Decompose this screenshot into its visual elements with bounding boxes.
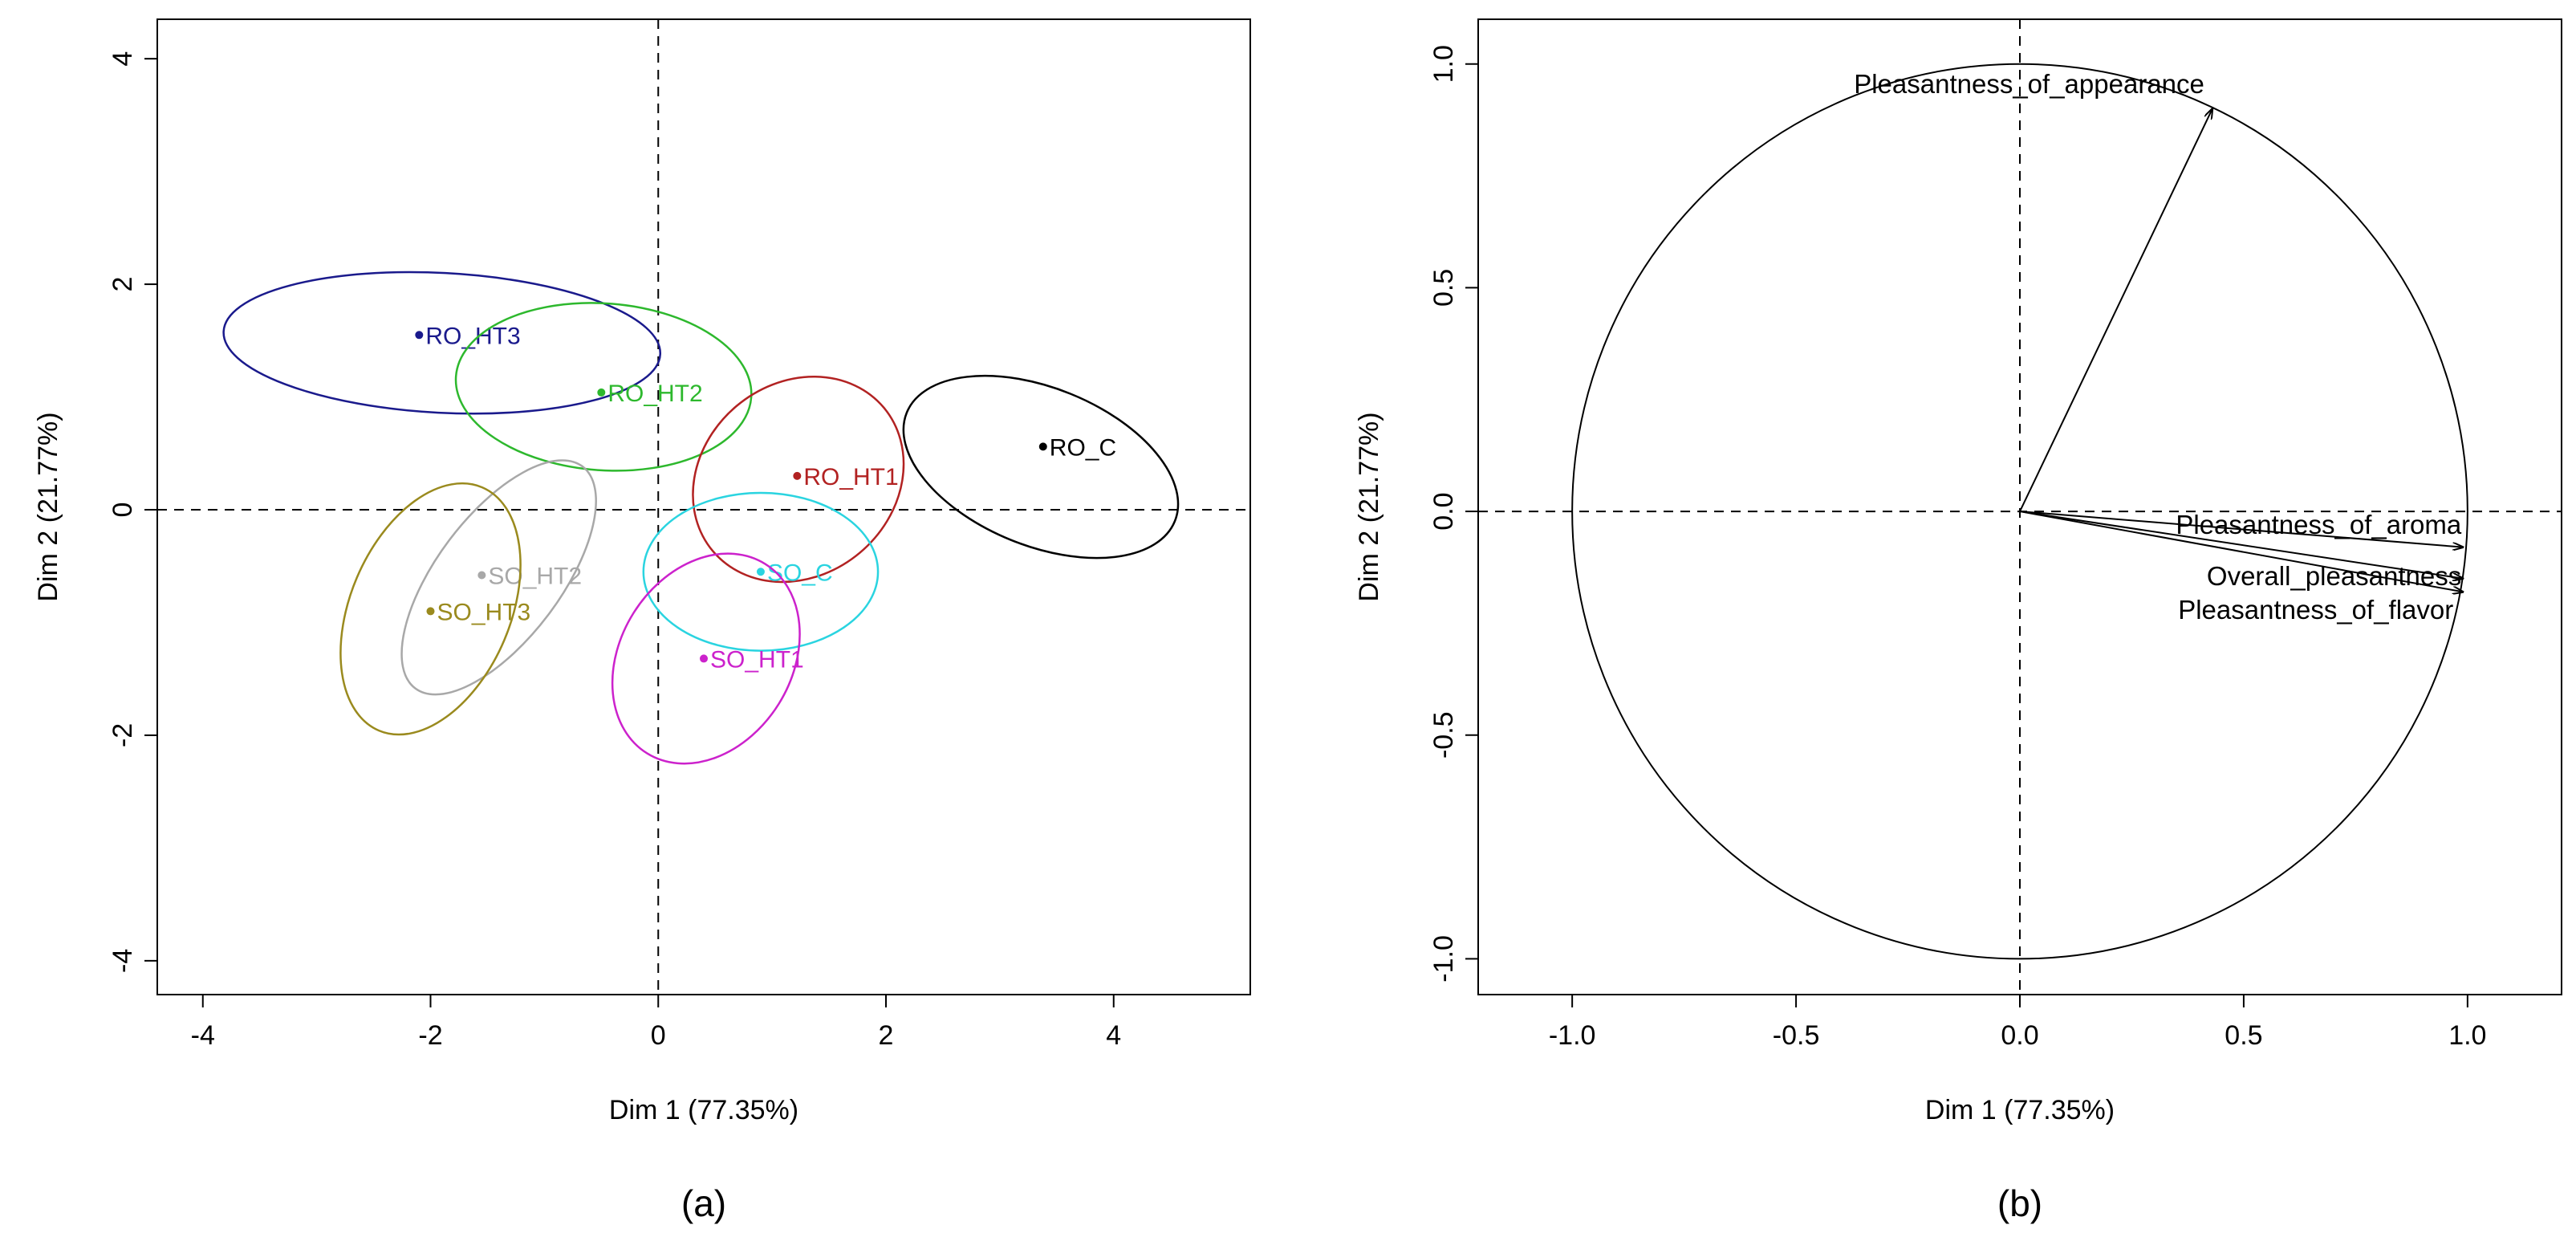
- point-label-ro-ht1: RO_HT1: [803, 464, 898, 490]
- y-tick-label: -0.5: [1428, 711, 1459, 759]
- confidence-ellipse-so-ht2: [400, 459, 597, 696]
- y-axis-label: Dim 2 (21.77%): [33, 412, 63, 601]
- point-label-so-ht3: SO_HT3: [437, 599, 531, 625]
- x-tick-label: -4: [191, 1020, 215, 1051]
- point-so-ht3: [426, 607, 435, 616]
- y-tick-label: 4: [108, 51, 138, 67]
- point-label-ro-ht2: RO_HT2: [607, 380, 702, 407]
- x-axis-label: Dim 1 (77.35%): [1925, 1095, 2115, 1125]
- vector-arrow-pleasantness-of-aroma: [2019, 511, 2463, 547]
- x-tick-label: 1.0: [2448, 1020, 2486, 1051]
- vector-label-pleasantness-of-aroma: Pleasantness_of_aroma: [2176, 510, 2462, 539]
- x-tick-label: 4: [1106, 1020, 1121, 1051]
- point-label-ro-ht3: RO_HT3: [425, 323, 520, 349]
- y-tick-label: 0.5: [1428, 269, 1459, 307]
- y-tick-label: 0: [108, 503, 138, 518]
- point-label-ro-c: RO_C: [1050, 434, 1116, 461]
- plot-frame: [156, 18, 1251, 995]
- y-axis-label: Dim 2 (21.77%): [1354, 412, 1384, 601]
- point-so-ht1: [700, 654, 708, 663]
- vector-label-overall-pleasantness: Overall_pleasantness: [2207, 561, 2461, 591]
- panel-caption: (b): [1997, 1182, 2042, 1224]
- x-tick-label: -1.0: [1549, 1020, 1596, 1051]
- panel-caption: (a): [681, 1182, 726, 1224]
- confidence-ellipse-ro-ht3: [222, 271, 662, 415]
- confidence-ellipse-ro-ht2: [454, 302, 753, 472]
- panel-b-variables-plot: -1.0 -0.5 0.0 0.5 1.0 -1.0 -0.5 0.0 0.5 1.0 Dim 1 …: [1354, 18, 2562, 1224]
- point-ro-c: [1038, 442, 1047, 451]
- y-tick-label: 2: [108, 277, 138, 292]
- point-label-so-ht1: SO_HT1: [710, 646, 804, 673]
- confidence-ellipse-ro-c: [902, 374, 1180, 560]
- vector-label-pleasantness-of-appearance: Pleasantness_of_appearance: [1854, 69, 2204, 99]
- confidence-ellipse-so-c: [642, 491, 880, 652]
- x-tick-label: 2: [879, 1020, 894, 1051]
- y-tick-label: -2: [108, 723, 138, 747]
- point-label-so-ht2: SO_HT2: [488, 563, 582, 589]
- confidence-ellipse-so-ht1: [611, 552, 801, 765]
- vector-arrow-pleasantness-of-flavor: [2019, 511, 2463, 592]
- x-axis-label: Dim 1 (77.35%): [609, 1095, 798, 1125]
- y-tick-label: -4: [108, 949, 138, 973]
- point-ro-ht1: [793, 471, 802, 480]
- x-tick-label: -0.5: [1773, 1020, 1820, 1051]
- y-tick-label: 1.0: [1428, 45, 1459, 83]
- correlation-circle: [1571, 63, 2468, 960]
- x-tick-label: -2: [418, 1020, 442, 1051]
- confidence-ellipse-ro-ht1: [692, 375, 905, 584]
- point-so-ht2: [477, 571, 486, 580]
- vector-label-pleasantness-of-flavor: Pleasantness_of_flavor: [2178, 595, 2453, 625]
- point-ro-ht3: [415, 331, 424, 340]
- x-tick-label: 0.5: [2225, 1020, 2262, 1051]
- confidence-ellipse-so-ht3: [339, 482, 522, 736]
- vector-arrow-overall-pleasantness: [2019, 511, 2463, 579]
- y-tick-label: 0.0: [1428, 492, 1459, 530]
- vector-arrow-pleasantness-of-appearance: [2019, 108, 2212, 512]
- point-so-c: [756, 568, 765, 576]
- y-tick-label: -1.0: [1428, 935, 1459, 983]
- point-ro-ht2: [597, 388, 606, 397]
- point-label-so-c: SO_C: [767, 560, 833, 586]
- x-tick-label: 0.0: [2001, 1020, 2038, 1051]
- x-tick-label: 0: [651, 1020, 666, 1051]
- panel-a-individuals-plot: -4 -2 0 2 4 -4 -2 0 2 4 Dim 1 (77.35%) Dim 2 (21.77…: [33, 18, 1251, 1224]
